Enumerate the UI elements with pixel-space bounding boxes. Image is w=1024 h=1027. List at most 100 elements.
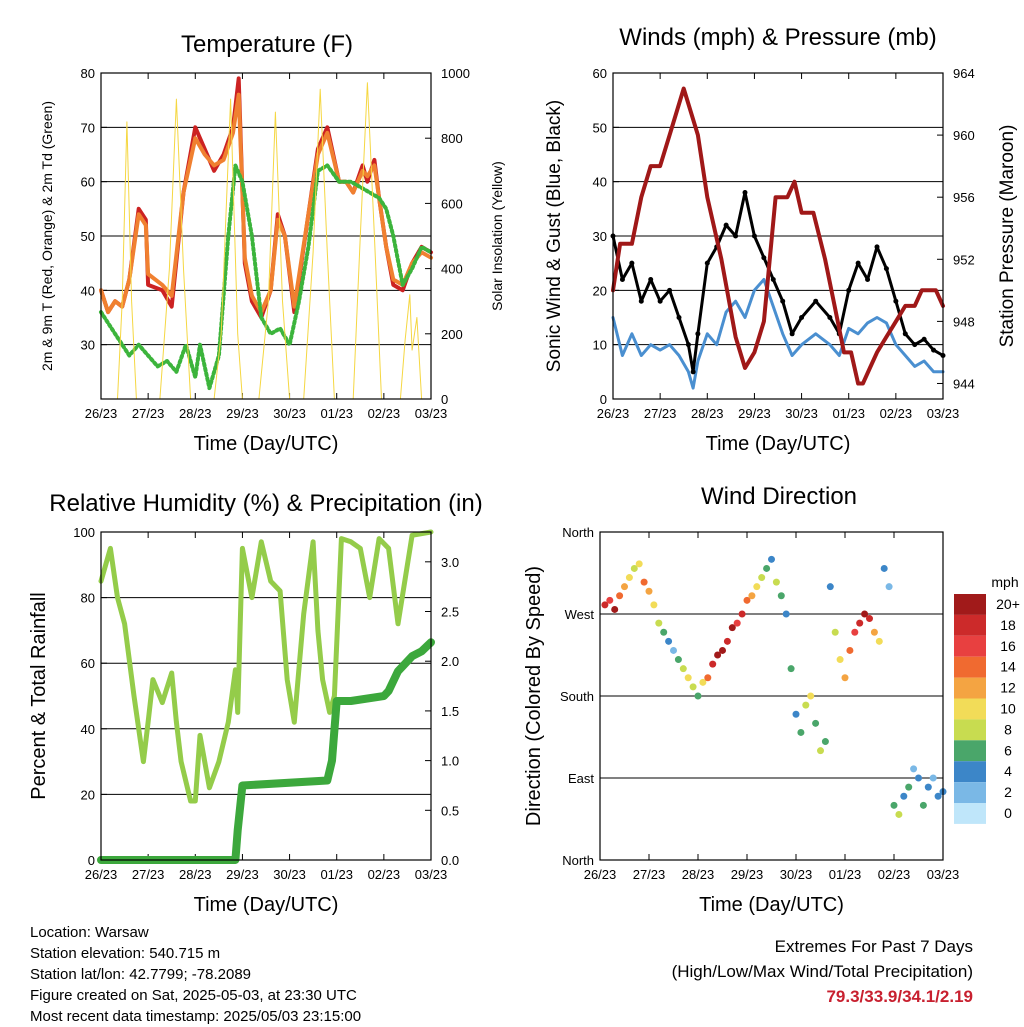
y2-tick-label: 952 — [953, 252, 975, 267]
gust-point — [827, 315, 833, 320]
gust-point — [883, 266, 889, 272]
direction-point — [836, 656, 844, 664]
y-tick-label: 10 — [593, 338, 607, 353]
colorbar-label: 2 — [1004, 784, 1012, 800]
direction-point — [630, 564, 638, 572]
colorbar-label: 16 — [1000, 638, 1016, 654]
direction-point — [826, 583, 834, 591]
gust-point — [648, 276, 654, 282]
direction-point — [866, 615, 873, 623]
gust-point — [638, 298, 644, 304]
direction-point — [738, 610, 746, 618]
y2-tick-label: 1.5 — [441, 704, 459, 719]
direction-point — [831, 628, 839, 636]
y2-tick-label: 2.0 — [441, 654, 459, 669]
y-tick-label: 60 — [81, 656, 95, 671]
chart-title: Relative Humidity (%) & Precipitation (i… — [49, 490, 482, 517]
colorbar-label: 14 — [1000, 659, 1016, 675]
gust-point — [742, 190, 748, 196]
direction-point — [895, 810, 903, 818]
gust-point — [780, 298, 786, 304]
gust-point — [695, 331, 701, 337]
series-line-solar — [117, 82, 423, 400]
x-axis-label: Time (Day/UTC) — [706, 433, 851, 455]
colorbar-label: 10 — [1000, 701, 1016, 717]
chart-title: Wind Direction — [701, 483, 857, 510]
x-tick-label: 30/23 — [780, 867, 813, 882]
direction-point — [665, 637, 673, 645]
x-tick-label: 26/23 — [85, 406, 118, 421]
colorbar-swatch — [954, 740, 986, 762]
y-axis-label: 2m & 9m T (Red, Orange) & 2m Td (Green) — [39, 101, 55, 371]
series-line-wind_sonic — [611, 278, 945, 390]
direction-point — [606, 596, 614, 604]
y-tick-label: 40 — [81, 722, 95, 737]
direction-point — [929, 774, 937, 782]
gust-point — [770, 276, 776, 282]
chart-title: Winds (mph) & Pressure (mb) — [619, 24, 936, 51]
direction-point — [797, 728, 805, 736]
y2-tick-label: 956 — [953, 190, 975, 205]
direction-point — [635, 560, 643, 568]
y-tick-label: 20 — [81, 787, 95, 802]
gust-point — [846, 287, 852, 293]
direction-point — [782, 610, 790, 618]
gust-point — [629, 260, 635, 266]
extremes-box: Extremes For Past 7 Days (High/Low/Max W… — [672, 934, 973, 1009]
gust-point — [874, 244, 880, 250]
x-tick-label: 28/23 — [682, 867, 715, 882]
x-tick-label: 03/23 — [415, 406, 448, 421]
series-line-precip — [97, 638, 435, 864]
x-tick-label: 02/23 — [878, 867, 911, 882]
y-tick-label: 80 — [81, 591, 95, 606]
y2-tick-label: 600 — [441, 196, 463, 211]
x-tick-label: 01/23 — [320, 406, 353, 421]
gust-point — [657, 298, 663, 304]
colorbar-swatch — [954, 635, 986, 657]
colorbar-label: 18 — [1000, 617, 1016, 633]
y-tick-label: 60 — [81, 175, 95, 190]
colorbar-swatch — [954, 782, 986, 803]
direction-point — [856, 619, 864, 627]
y-tick-label: 40 — [593, 175, 607, 190]
y-tick-label: 100 — [73, 525, 95, 540]
direction-point — [733, 619, 741, 627]
x-axis-label: Time (Day/UTC) — [194, 433, 339, 455]
x-tick-label: 01/23 — [829, 867, 862, 882]
x-tick-label: 28/23 — [691, 406, 724, 421]
y-tick-label: 40 — [81, 283, 95, 298]
x-tick-label: 03/23 — [927, 867, 960, 882]
x-tick-label: 01/23 — [320, 867, 353, 882]
colorbar-swatch — [954, 719, 986, 741]
x-tick-label: 30/23 — [273, 867, 306, 882]
direction-point — [817, 747, 824, 755]
plot-frame — [100, 531, 432, 861]
direction-point — [616, 592, 624, 600]
colorbar-label: 0 — [1004, 805, 1012, 821]
colorbar-swatch — [954, 614, 986, 636]
y2-tick-label: 800 — [441, 131, 463, 146]
y-tick-label: 30 — [81, 338, 95, 353]
x-tick-label: 26/23 — [85, 867, 118, 882]
direction-point — [699, 678, 707, 686]
direction-point — [934, 792, 942, 800]
gust-point — [704, 260, 710, 266]
direction-point — [924, 783, 932, 791]
direction-point — [714, 651, 722, 659]
y2-axis-label: Solar Insolation (Yellow) — [489, 161, 505, 311]
x-tick-label: 03/23 — [927, 406, 960, 421]
direction-point — [812, 719, 820, 727]
gust-point — [865, 276, 871, 282]
colorbar-swatch — [954, 761, 986, 783]
y-tick-label: South — [560, 689, 594, 704]
direction-point — [655, 619, 663, 627]
direction-point — [851, 628, 859, 636]
direction-point — [841, 674, 849, 682]
extremes-title: Extremes For Past 7 Days — [774, 937, 973, 956]
colorbar-swatch — [954, 677, 986, 699]
y-axis-label: Sonic Wind & Gust (Blue, Black) — [544, 100, 565, 372]
gust-point — [685, 342, 691, 348]
gust-point — [855, 260, 861, 266]
extremes-values: 79.3/33.9/34.1/2.19 — [826, 987, 973, 1006]
direction-point — [821, 738, 829, 746]
